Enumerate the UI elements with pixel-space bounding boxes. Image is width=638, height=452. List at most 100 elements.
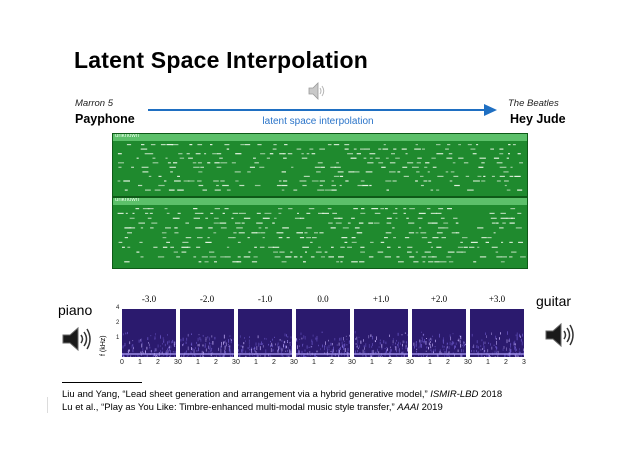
note-mark <box>269 153 274 155</box>
note-mark <box>281 171 286 173</box>
interpolation-value: -1.0 <box>257 294 273 304</box>
note-mark <box>248 251 251 253</box>
note-mark <box>127 232 132 234</box>
note-mark <box>276 184 282 187</box>
note-mark <box>306 237 311 239</box>
note-mark <box>331 184 336 187</box>
note-mark <box>332 212 337 214</box>
speaker-icon[interactable] <box>60 324 94 354</box>
note-mark <box>344 148 349 150</box>
note-mark <box>511 251 517 253</box>
note-mark <box>312 237 317 239</box>
note-mark <box>281 261 287 263</box>
note-mark <box>424 251 431 253</box>
note-mark <box>232 212 239 214</box>
note-mark <box>168 189 175 191</box>
note-mark <box>273 144 277 146</box>
note-mark <box>369 153 376 155</box>
note-mark <box>403 212 406 214</box>
note-mark <box>361 208 365 210</box>
note-mark <box>311 180 319 182</box>
note-mark <box>340 261 343 263</box>
note-mark <box>209 256 217 258</box>
note-mark <box>193 208 198 210</box>
footnote-divider <box>62 382 142 383</box>
note-mark <box>136 157 139 159</box>
note-mark <box>283 157 287 159</box>
x-tick: 2 <box>330 359 334 366</box>
note-mark <box>233 237 236 239</box>
note-mark <box>477 246 480 248</box>
note-mark <box>293 189 298 191</box>
note-mark <box>254 246 257 248</box>
note-mark <box>508 153 510 155</box>
note-mark <box>407 162 414 164</box>
note-mark <box>161 232 167 234</box>
note-mark <box>214 217 219 219</box>
note-mark <box>351 237 356 239</box>
note-mark <box>183 180 190 182</box>
note-mark <box>351 241 357 243</box>
note-mark <box>369 157 373 159</box>
note-mark <box>353 208 358 210</box>
note-mark <box>198 261 202 263</box>
note-mark <box>350 157 357 159</box>
note-mark <box>201 212 204 214</box>
note-mark <box>387 246 391 248</box>
note-mark <box>353 171 360 173</box>
note-mark <box>500 212 506 214</box>
note-mark <box>428 180 432 182</box>
note-mark <box>360 148 365 150</box>
note-mark <box>152 162 159 164</box>
note-mark <box>214 208 220 210</box>
note-mark <box>415 232 419 234</box>
note-mark <box>351 261 358 263</box>
note-mark <box>472 153 477 155</box>
x-tick: 1 <box>312 359 316 366</box>
y-tick: 2 <box>116 320 120 326</box>
note-mark <box>117 153 122 155</box>
frequency-axis-label: f (kHz) <box>100 335 107 356</box>
note-mark <box>320 256 325 258</box>
note-mark <box>226 246 230 248</box>
note-mark <box>238 232 245 234</box>
note-mark <box>417 157 422 159</box>
note-mark <box>240 144 245 146</box>
note-mark <box>393 237 396 239</box>
note-mark <box>331 180 334 182</box>
note-mark <box>187 180 195 182</box>
note-mark <box>338 217 343 219</box>
note-mark <box>395 217 398 219</box>
note-mark <box>306 212 311 214</box>
note-mark <box>436 212 442 214</box>
note-mark <box>460 241 463 243</box>
note-mark <box>197 237 203 239</box>
note-mark <box>278 208 283 210</box>
note-mark <box>489 212 495 214</box>
note-mark <box>389 162 396 164</box>
note-mark <box>477 175 482 177</box>
x-tick: 1 <box>138 359 142 366</box>
speaker-icon[interactable] <box>307 80 327 102</box>
note-mark <box>331 189 337 191</box>
note-mark <box>241 222 245 224</box>
note-mark <box>506 217 513 219</box>
note-mark <box>220 180 225 182</box>
note-mark <box>186 153 190 155</box>
note-mark <box>500 256 507 258</box>
note-mark <box>138 222 145 224</box>
note-mark <box>160 144 166 146</box>
note-mark <box>444 227 449 229</box>
speaker-icon[interactable] <box>543 320 577 350</box>
note-mark <box>351 217 355 219</box>
note-mark <box>198 184 204 187</box>
note-mark <box>417 217 423 219</box>
note-mark <box>373 222 380 224</box>
reference-2: Lu et al., “Play as You Like: Timbre-enh… <box>62 402 443 413</box>
note-mark <box>150 153 154 155</box>
note-mark <box>377 251 384 253</box>
note-mark <box>434 261 440 263</box>
note-mark <box>301 157 308 159</box>
note-mark <box>509 175 514 177</box>
margin-marker <box>47 397 48 413</box>
